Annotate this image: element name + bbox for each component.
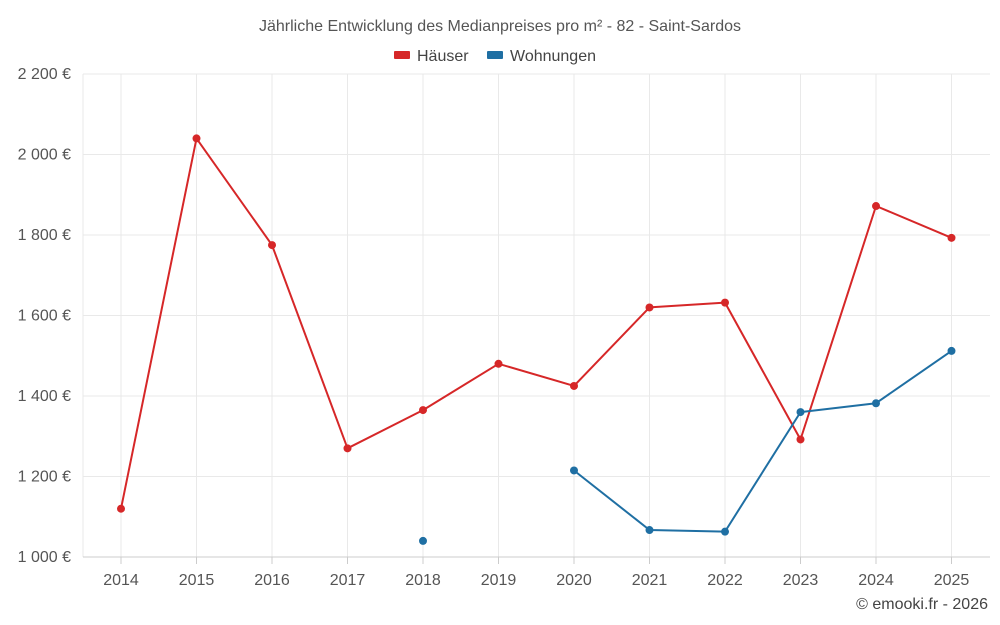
y-tick-label: 2 200 € — [18, 66, 71, 83]
data-point-hauser — [117, 504, 125, 513]
legend-label-wohnungen: Wohnungen — [510, 48, 596, 65]
legend-label-hauser: Häuser — [417, 48, 469, 65]
x-tick-label: 2016 — [254, 572, 290, 589]
y-tick-label: 1 400 € — [18, 388, 71, 405]
x-tick-label: 2025 — [934, 572, 970, 589]
data-point-hauser — [268, 241, 276, 250]
series-layer — [117, 134, 956, 545]
x-tick-label: 2023 — [783, 572, 819, 589]
x-tick-label: 2014 — [103, 572, 139, 589]
x-tick-label: 2019 — [481, 572, 517, 589]
data-point-wohnungen — [872, 399, 880, 408]
legend-item-hauser[interactable]: Häuser — [394, 48, 469, 65]
credit-text: © emooki.fr - 2026 — [856, 596, 988, 613]
data-point-hauser — [947, 233, 956, 242]
data-point-hauser — [570, 381, 578, 390]
y-tick-label: 1 600 € — [18, 308, 71, 325]
data-point-hauser — [721, 298, 729, 307]
series-line-hauser — [120, 137, 952, 509]
series-wohnungen — [419, 346, 956, 545]
data-point-hauser — [419, 406, 427, 415]
legend: Häuser Wohnungen — [394, 48, 596, 65]
data-point-hauser — [192, 134, 201, 143]
x-tick-label: 2015 — [179, 572, 215, 589]
series-line-wohnungen — [573, 350, 953, 533]
y-tick-label: 1 800 € — [18, 227, 71, 244]
chart-title: Jährliche Entwicklung des Medianpreises … — [259, 18, 741, 35]
axes: 1 000 € 1 200 € 1 400 € 1 600 € 1 800 € 2 000… — [18, 66, 990, 589]
data-point-wohnungen — [570, 466, 578, 475]
data-point-hauser — [494, 359, 503, 368]
y-tick-label: 1 200 € — [18, 469, 71, 486]
x-tick-label: 2020 — [556, 572, 592, 589]
data-point-hauser — [872, 202, 880, 211]
x-tick-label: 2022 — [707, 572, 743, 589]
y-tick-label: 1 000 € — [18, 549, 71, 566]
data-point-hauser — [796, 435, 805, 444]
x-tick-label: 2018 — [405, 572, 441, 589]
data-point-wohnungen — [947, 346, 956, 355]
x-tick-label: 2017 — [330, 572, 366, 589]
grid — [83, 73, 990, 557]
x-tick-label: 2021 — [632, 572, 668, 589]
data-point-wohnungen — [419, 536, 427, 545]
series-hauser — [117, 134, 956, 513]
data-point-hauser — [343, 444, 352, 453]
legend-swatch-wohnungen — [487, 51, 503, 59]
data-point-wohnungen — [721, 527, 729, 536]
data-point-wohnungen — [645, 526, 654, 535]
legend-item-wohnungen[interactable]: Wohnungen — [487, 48, 596, 65]
y-tick-label: 2 000 € — [18, 147, 71, 164]
legend-swatch-hauser — [394, 51, 410, 59]
data-point-hauser — [645, 303, 654, 312]
data-point-wohnungen — [796, 408, 805, 417]
x-tick-label: 2024 — [858, 572, 894, 589]
